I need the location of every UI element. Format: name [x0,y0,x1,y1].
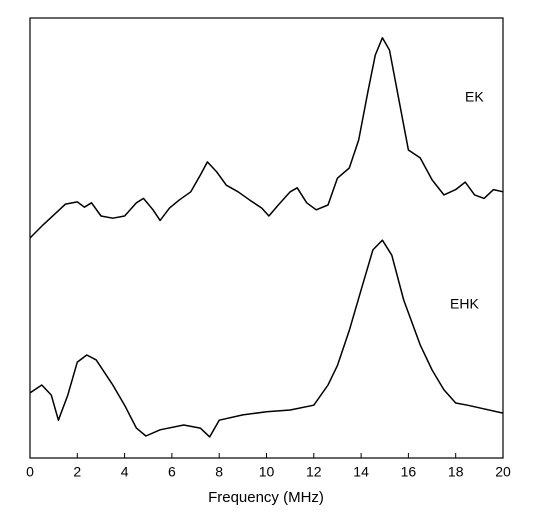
x-tick-label: 2 [73,464,81,480]
plot-frame [29,17,504,459]
series-label: EHK [450,296,479,312]
series-line [29,37,504,239]
x-tick-label: 20 [495,464,511,480]
x-tick-label: 4 [121,464,129,480]
x-axis-label: Frequency (MHz) [208,489,324,506]
x-tick-label: 18 [448,464,464,480]
series-line [29,239,504,438]
x-tick-label: 8 [215,464,223,480]
x-tick-label: 12 [306,464,322,480]
x-tick-label: 6 [168,464,176,480]
x-tick-label: 0 [26,464,34,480]
x-tick-label: 14 [353,464,369,480]
x-tick-label: 10 [259,464,275,480]
series-label: EK [465,89,484,105]
x-tick-label: 16 [401,464,417,480]
